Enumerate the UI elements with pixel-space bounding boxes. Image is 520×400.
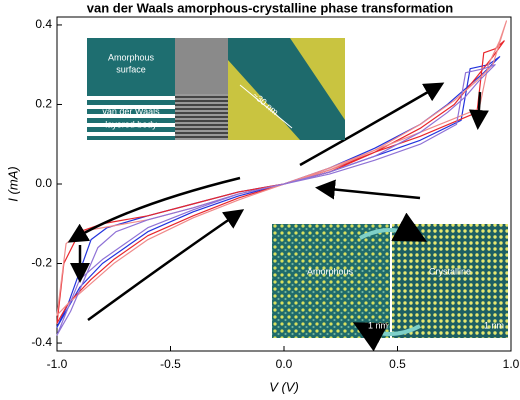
y-tick-label: 0.2 [35,97,52,111]
inset-structure: Amorphous surface van der Waals layered … [87,38,345,140]
plot-area: -0.4 -0.2 0.0 0.2 0.4 -1.0 -0.5 0.0 0.5 1.0 [31,16,520,371]
annotation: 1 nm [484,320,504,330]
y-tick-label: 0.0 [35,176,52,190]
iv-curve [56,64,496,336]
chart-title: van der Waals amorphous-crystalline phas… [87,0,454,15]
annotation: Crystalline [429,266,471,276]
inset-hrtem: Amorphous Crystalline 1 nm 1 nm [272,212,508,352]
annotation: Amorphous [307,266,354,276]
x-tick-label: 1.0 [503,357,520,371]
y-tick-label: 0.4 [35,17,52,31]
x-tick-label: -0.5 [160,357,181,371]
annotation: Amorphous [108,52,155,62]
annotation: layered body [105,119,157,129]
y-axis-label: I (mA) [5,166,20,201]
y-tick-label: -0.4 [31,335,52,349]
annotation: 1 nm [368,320,388,330]
x-tick-label: 0.5 [389,357,406,371]
y-tick-label: -0.2 [31,256,52,270]
annotation: surface [116,64,146,74]
x-axis-label: V (V) [269,379,299,394]
x-tick-label: -1.0 [47,357,68,371]
sweep-arrows [67,82,489,322]
annotation: van der Waals [102,106,160,116]
x-tick-label: 0.0 [276,357,293,371]
